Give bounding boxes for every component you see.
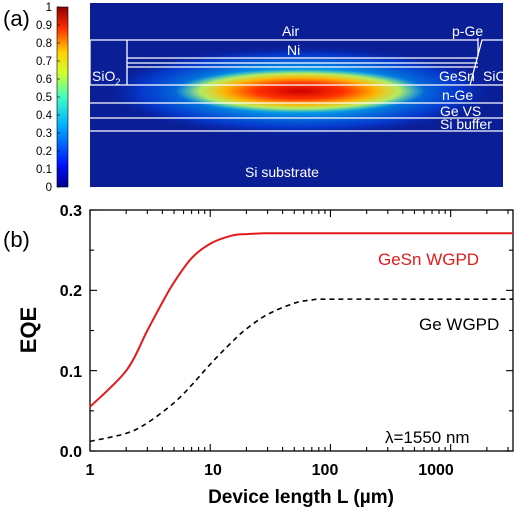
y-tick-label: 0.3	[60, 203, 82, 220]
eqe-chart: 1 10 100 1000 0.0 0.1 0.2 0.3 Device len…	[16, 203, 514, 508]
mode-field-map: Air p-Ge Ni SiO2 GeSn SiO2 n-Ge Ge VS Si…	[89, 3, 511, 187]
label-gesn: GeSn	[439, 68, 475, 84]
y-tick-label: 0.0	[60, 444, 82, 461]
x-tick-label: 100	[312, 462, 339, 479]
legend-ge: Ge WGPD	[419, 315, 499, 334]
colorbar: 1 0.9 0.8 0.7 0.6 0.5 0.4 0.3 0.2 0.1 0	[36, 2, 69, 194]
label-si-substrate: Si substrate	[245, 164, 319, 180]
colorbar-tick-label: 0.1	[36, 164, 52, 176]
colorbar-tick-label: 0.3	[36, 128, 52, 140]
y-axis-title: EQE	[16, 307, 41, 353]
series-lines	[89, 232, 513, 443]
y-tick-label: 0.2	[60, 283, 82, 300]
colorbar-tick-label: 0.4	[36, 110, 53, 122]
panel-a-label: (a)	[3, 6, 30, 31]
y-tick-label: 0.1	[60, 364, 82, 381]
colorbar-tick-label: 0.2	[36, 146, 52, 158]
legend-gesn: GeSn WGPD	[378, 250, 479, 269]
colorbar-tick-label: 0	[46, 182, 52, 194]
x-tick-label: 1000	[418, 462, 454, 479]
panel-b-label: (b)	[3, 227, 30, 252]
label-air: Air	[282, 23, 299, 39]
colorbar-ticks: 1 0.9 0.8 0.7 0.6 0.5 0.4 0.3 0.2 0.1 0	[36, 2, 60, 194]
label-si-buffer: Si buffer	[440, 116, 492, 132]
x-tick-label: 10	[204, 462, 222, 479]
mode-core	[175, 69, 425, 113]
wavelength-annotation: λ=1550 nm	[385, 428, 470, 447]
device-structure	[89, 38, 503, 132]
colorbar-tick-label: 1	[46, 2, 52, 14]
colorbar-tick-label: 0.6	[36, 74, 52, 86]
label-p-ge: p-Ge	[452, 23, 483, 39]
label-ge-vs: Ge VS	[440, 103, 481, 119]
label-sio2-left: SiO2	[92, 68, 120, 87]
colorbar-tick-label: 0.9	[36, 20, 52, 32]
series-line-gesn	[89, 232, 513, 408]
x-tick-label: 1	[86, 462, 95, 479]
colorbar-tick-label: 0.8	[36, 38, 52, 50]
label-sio2-right: SiO2	[483, 68, 511, 87]
sio2-right-outline	[469, 39, 503, 86]
series-line-ge	[89, 298, 513, 443]
label-n-ge: n-Ge	[442, 87, 473, 103]
colorbar-tick-label: 0.7	[36, 56, 52, 68]
label-ni: Ni	[287, 42, 300, 58]
x-axis-title: Device length L (µm)	[208, 487, 394, 508]
y-axis-ticks	[90, 209, 513, 452]
colorbar-tick-label: 0.5	[36, 92, 52, 104]
x-axis-ticks	[89, 210, 509, 451]
